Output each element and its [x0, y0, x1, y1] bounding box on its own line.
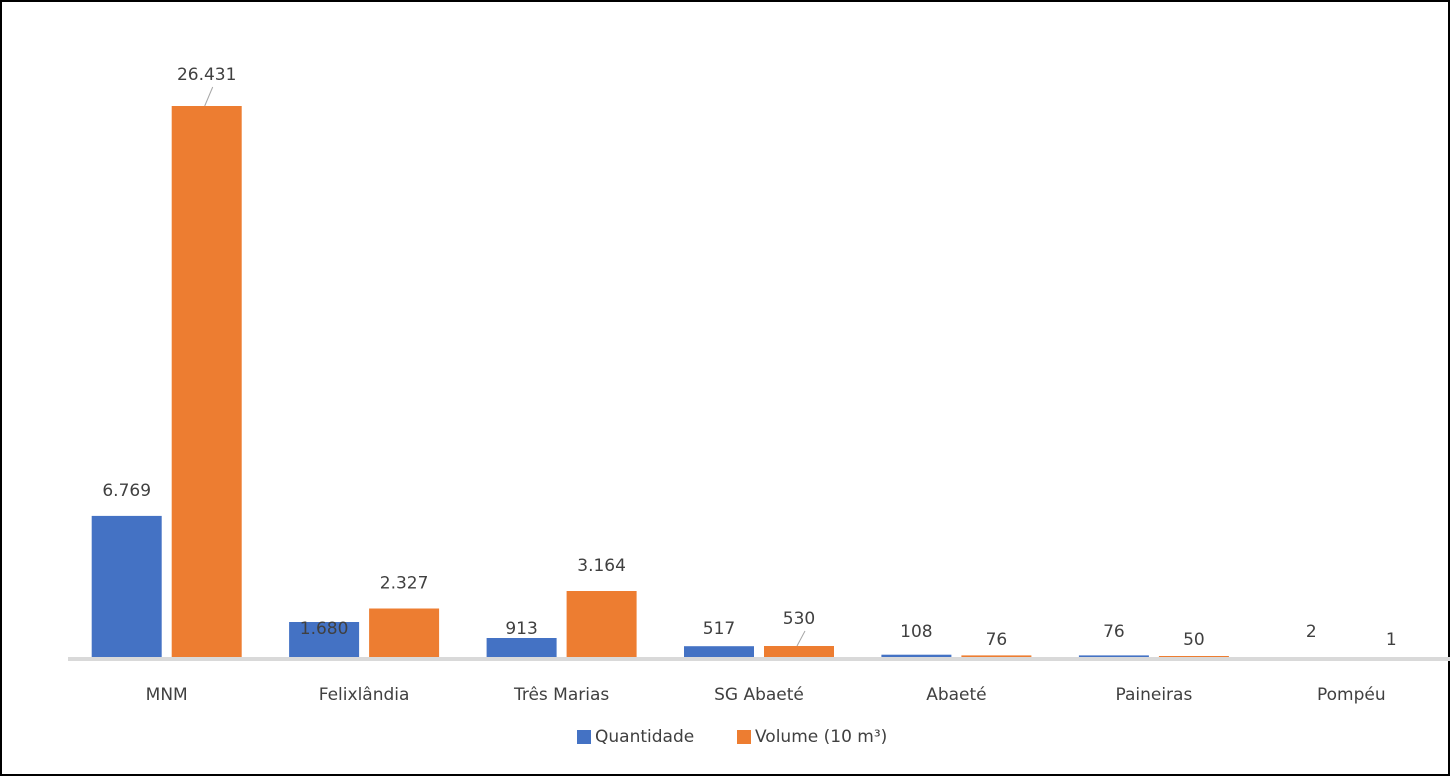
data-label-volume-4: 76	[986, 630, 1008, 650]
data-label-quantidade-0: 6.769	[102, 481, 151, 501]
x-tick-labels-group: MNM Felixlândia Três Marias SG Abaeté Abaeté…	[146, 685, 1386, 705]
data-label-volume-6: 1	[1386, 630, 1397, 650]
x-tick-label-6: Pompéu	[1317, 685, 1386, 705]
x-tick-label-3: SG Abaeté	[714, 685, 804, 705]
x-tick-label-4: Abaeté	[926, 685, 986, 705]
bar-quantidade-0	[91, 515, 162, 657]
data-label-quantidade-2: 913	[505, 619, 537, 639]
bar-quantidade-5	[1078, 655, 1149, 657]
bar-volume-3	[764, 646, 834, 657]
legend-swatch-quantidade	[577, 730, 591, 744]
data-label-quantidade-3: 517	[703, 619, 735, 639]
data-label-volume-0: 26.431	[177, 65, 236, 85]
x-tick-label-5: Paineiras	[1115, 685, 1192, 705]
legend: Quantidade Volume (10 m³)	[577, 727, 887, 747]
legend-swatch-volume	[737, 730, 751, 744]
legend-label-quantidade: Quantidade	[595, 727, 694, 747]
x-tick-label-1: Felixlândia	[319, 685, 410, 705]
bars-group	[91, 106, 1229, 657]
bar-volume-0	[171, 106, 242, 657]
bar-quantidade-3	[684, 646, 754, 657]
data-label-quantidade-1: 1.680	[300, 619, 349, 639]
data-label-volume-5: 50	[1183, 630, 1205, 650]
data-label-volume-2: 3.164	[577, 556, 626, 576]
leader-line-0	[204, 86, 214, 107]
x-tick-label-0: MNM	[146, 685, 188, 705]
bar-volume-2	[566, 591, 637, 657]
data-label-quantidade-6: 2	[1306, 622, 1317, 642]
bar-volume-4	[961, 655, 1032, 657]
x-tick-label-2: Três Marias	[513, 685, 609, 705]
leader-line-3	[796, 630, 806, 647]
bar-quantidade-1	[289, 622, 360, 657]
data-label-quantidade-5: 76	[1103, 622, 1125, 642]
data-label-volume-1: 2.327	[380, 574, 429, 594]
bar-quantidade-2	[486, 638, 557, 657]
data-labels-group: 6.769 26.431 1.680 2.327 913 3.164 517 530 108 76…	[102, 65, 1396, 650]
data-label-volume-3: 530	[783, 609, 815, 629]
legend-label-volume: Volume (10 m³)	[755, 727, 887, 747]
bar-volume-1	[369, 608, 440, 657]
bar-quantidade-4	[881, 654, 952, 657]
bar-volume-5	[1158, 656, 1229, 657]
data-label-quantidade-4: 108	[900, 622, 932, 642]
